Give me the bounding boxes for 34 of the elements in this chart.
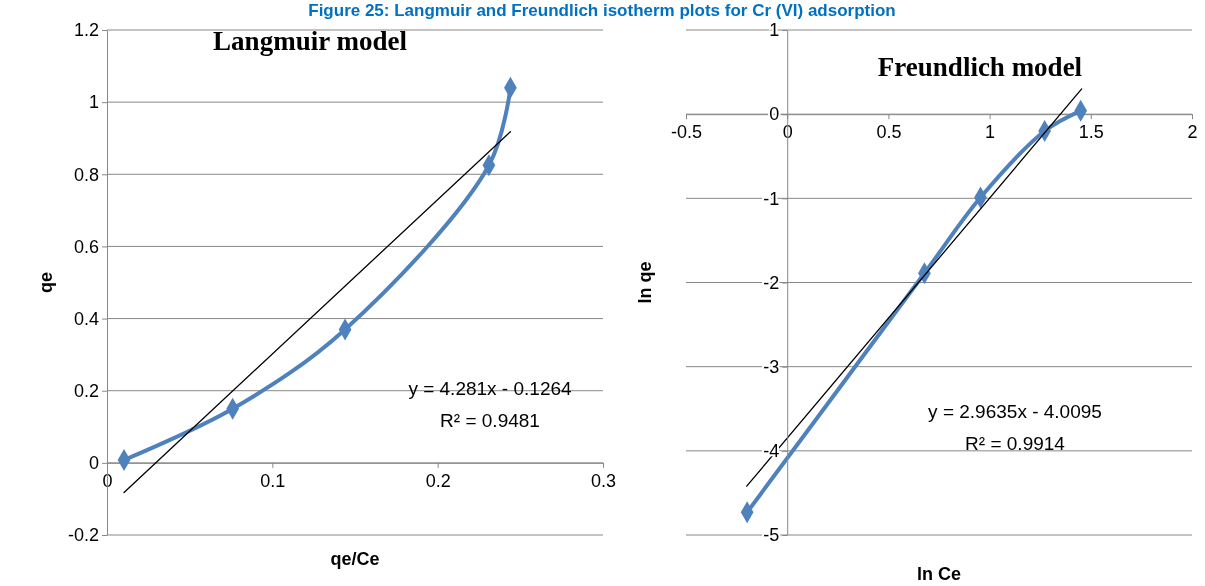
annotation: y = 2.9635x - 4.0095 — [928, 401, 1102, 422]
caption: Figure 25: Langmuir and Freundlich isotherm plots for Cr (VI) adsorption — [308, 1, 896, 20]
text: Freundlich model — [877, 52, 1083, 82]
annotation: R² = 0.9914 — [965, 433, 1066, 454]
x-tick-label: 0.3 — [590, 471, 617, 492]
annotation: y = 4.281x - 0.1264 — [408, 378, 573, 399]
x-tick-label: 0.5 — [876, 122, 902, 143]
annotation: R² = 0.9481 — [440, 410, 540, 431]
y-tick-label: 0.2 — [73, 380, 99, 401]
x-tick-label: 2 — [1187, 122, 1198, 143]
x-tick-label: 0.2 — [425, 471, 451, 492]
y-tick-label: 0 — [88, 453, 99, 474]
x-tick-label: 0 — [782, 122, 793, 143]
y-axis-title: qe — [36, 271, 56, 294]
y-tick-label: 1 — [769, 20, 780, 41]
y-axis-title: ln qe — [635, 261, 655, 304]
x-tick-label: 0.1 — [260, 471, 286, 492]
y-tick-label: -0.2 — [67, 525, 99, 546]
y-tick-label: -3 — [763, 356, 780, 377]
y-tick-label: 1 — [88, 92, 99, 113]
y-tick-label: 1.2 — [73, 20, 99, 41]
chart-title: Langmuir model — [213, 26, 408, 56]
y-tick-label: -2 — [763, 272, 780, 293]
y-tick-label: 0.8 — [73, 164, 99, 185]
x-tick-label: 1.5 — [1078, 122, 1104, 143]
y-tick-label: 0 — [769, 104, 780, 125]
y-tick-label: -5 — [763, 525, 780, 546]
y-tick-label: -1 — [763, 188, 780, 209]
x-axis-title: qe/Ce — [330, 549, 380, 569]
x-tick-label: -0.5 — [670, 122, 703, 143]
x-tick-label: 1 — [985, 122, 996, 143]
y-tick-label: 0.4 — [73, 308, 99, 329]
y-tick-label: 0.6 — [73, 236, 99, 257]
x-axis-title: ln Ce — [916, 564, 962, 584]
